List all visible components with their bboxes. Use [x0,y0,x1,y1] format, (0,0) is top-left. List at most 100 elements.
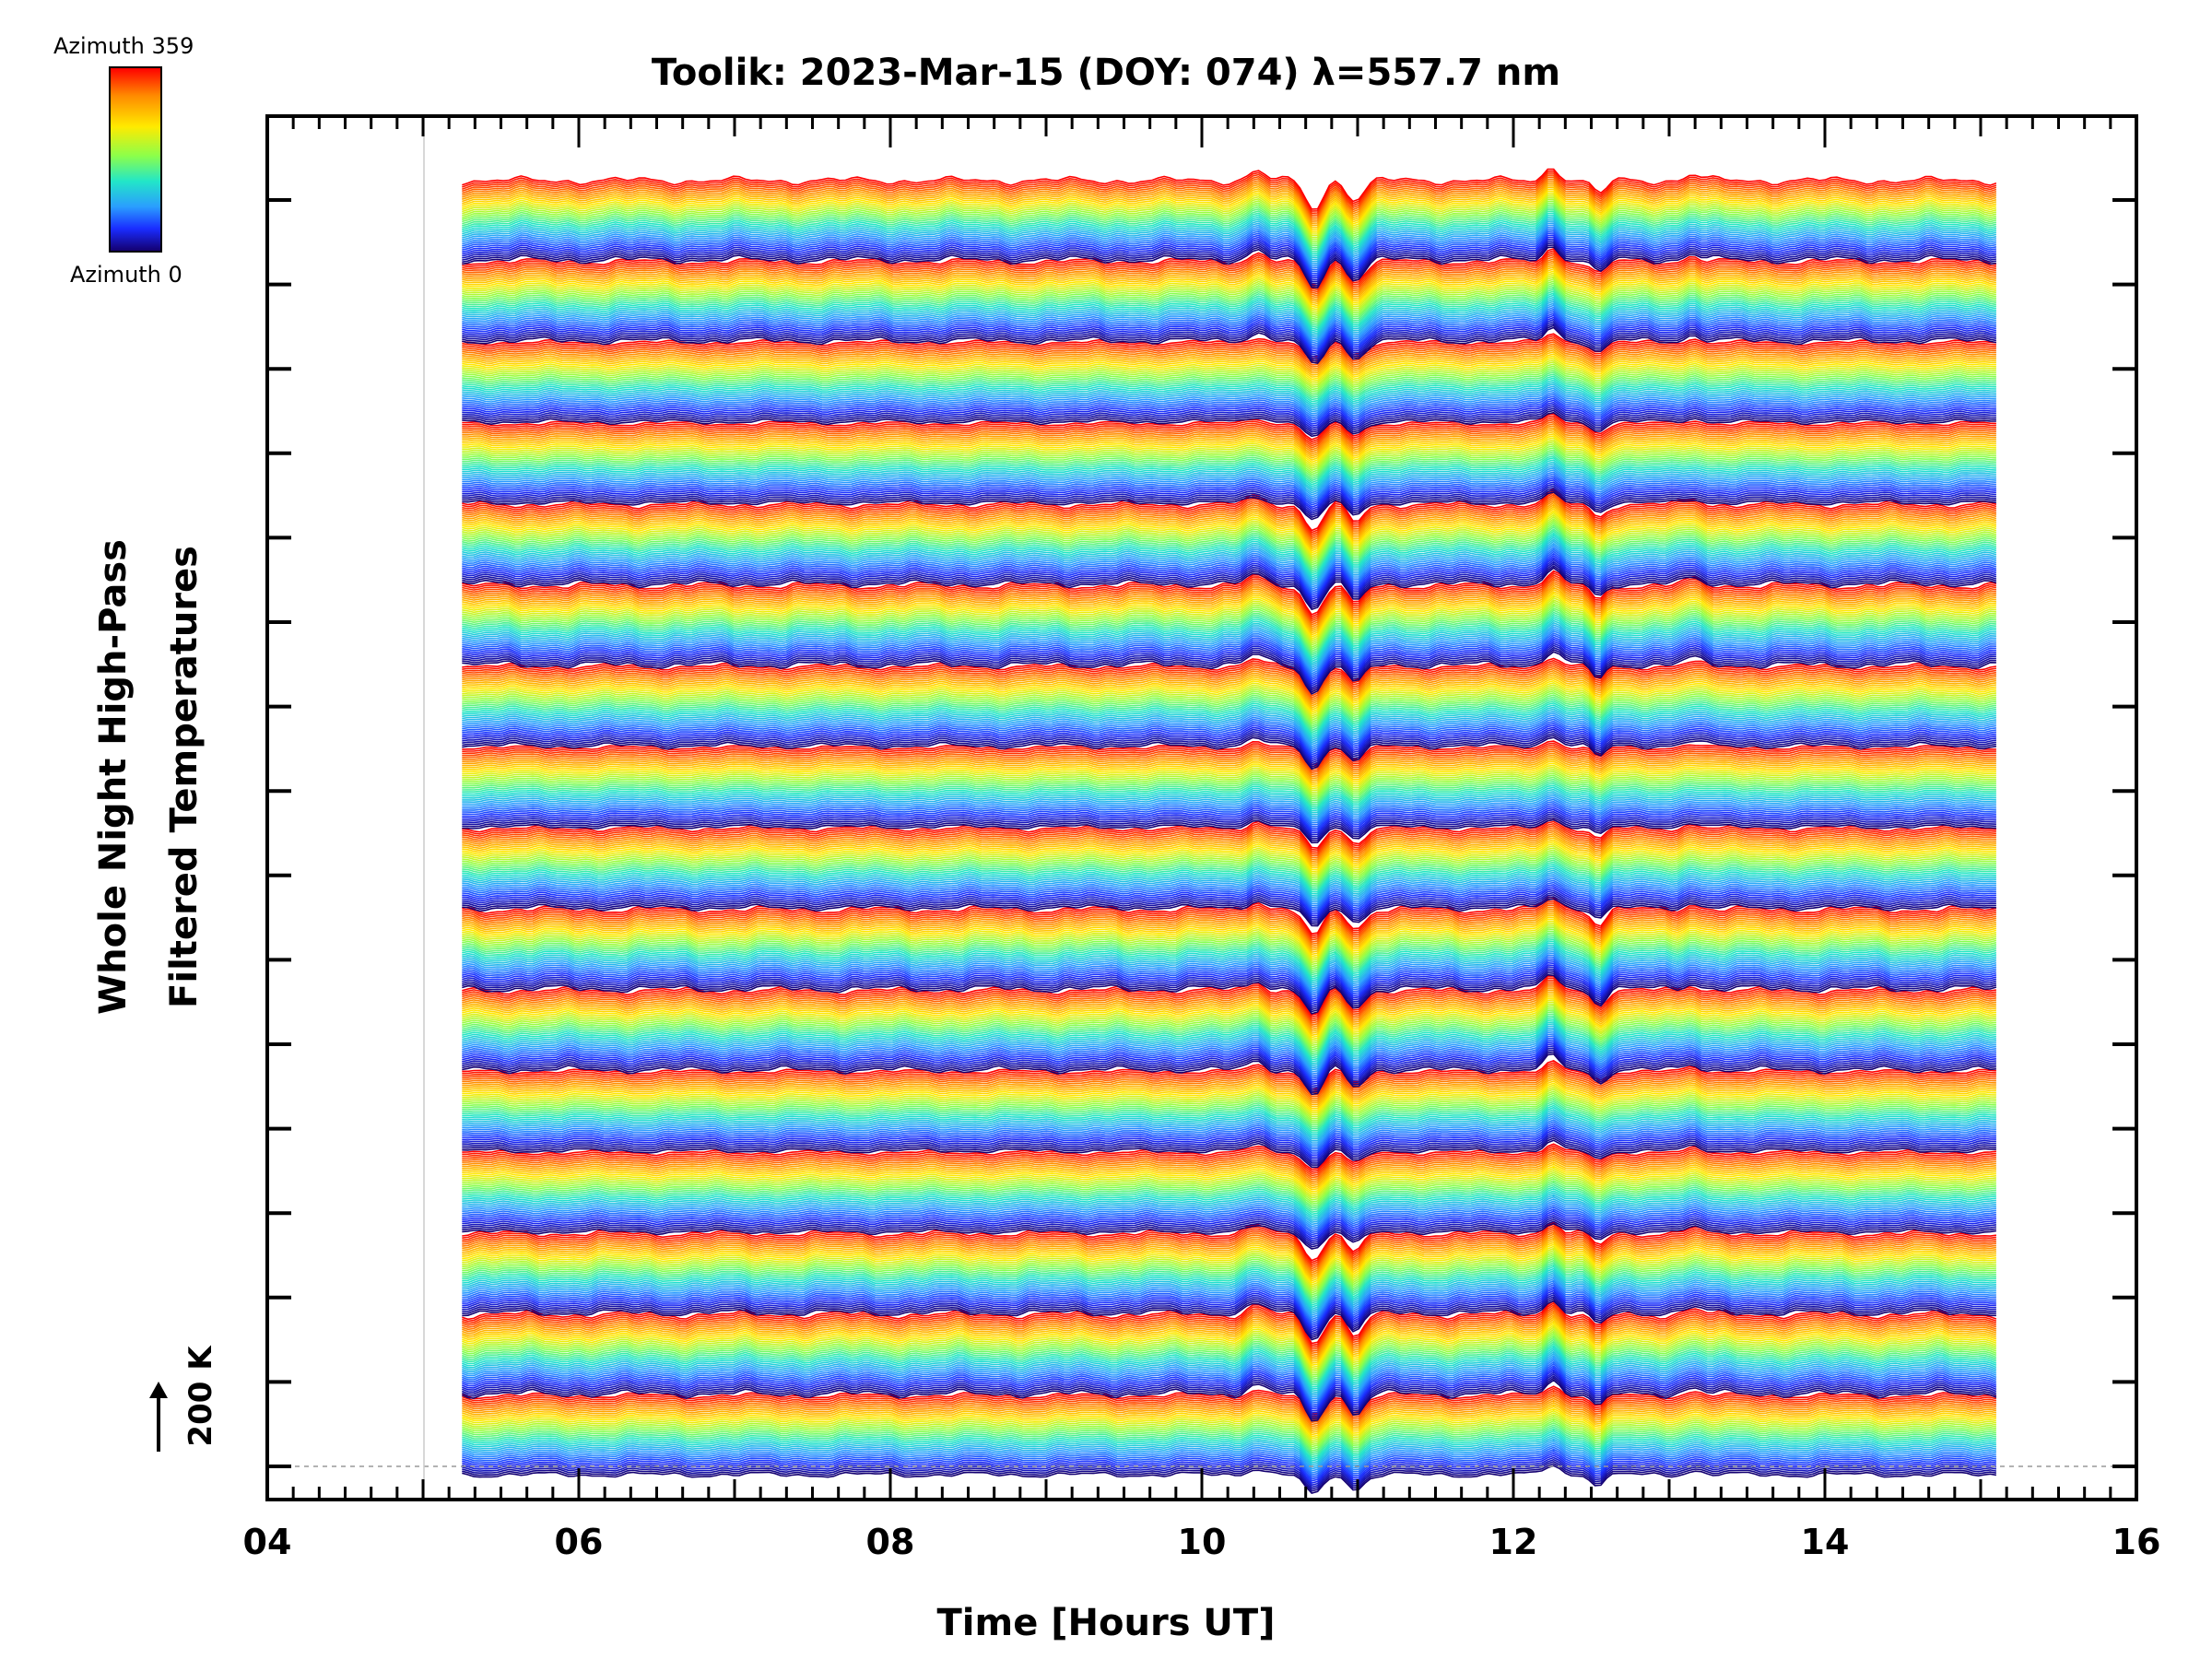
azimuth-trace [462,624,1996,669]
azimuth-trace [462,873,1996,903]
azimuth-trace [462,447,1996,476]
azimuth-trace [462,954,1997,994]
azimuth-trace [462,634,1996,679]
azimuth-trace [462,359,1996,384]
azimuth-trace [462,1027,1996,1069]
azimuth-trace [462,1147,1996,1175]
azimuth-trace [462,672,1997,705]
azimuth-trace [462,1111,1996,1140]
azimuth-trace [462,1253,1996,1294]
azimuth-trace [462,818,1996,844]
azimuth-trace [462,244,1997,287]
azimuth-trace [462,385,1996,411]
azimuth-trace [462,218,1997,261]
azimuth-trace [461,1369,1997,1412]
azimuth-trace [462,837,1996,867]
azimuth-trace [462,664,1997,697]
azimuth-trace [462,1218,1997,1246]
azimuth-trace [462,865,1996,895]
azimuth-trace [462,626,1996,671]
azimuth-trace [462,253,1997,293]
azimuth-trace [462,1088,1996,1118]
azimuth-trace [462,475,1996,504]
azimuth-trace [461,1379,1997,1422]
azimuth-trace [462,397,1996,423]
azimuth-trace [462,977,1997,1018]
azimuth-trace [462,348,1996,374]
azimuth-trace [462,855,1996,885]
azimuth-trace [462,200,1997,242]
azimuth-trace [462,555,1997,598]
azimuth-trace [462,1336,1997,1381]
azimuth-trace [462,513,1997,559]
azimuth-trace [462,202,1997,244]
azimuth-trace [462,379,1996,405]
azimuth-trace [462,594,1996,641]
azimuth-trace [462,1306,1997,1350]
azimuth-trace [462,893,1996,924]
azimuth-trace [462,667,1997,701]
x-tick-label: 14 [1801,1522,1850,1562]
azimuth-trace [462,196,1997,239]
azimuth-trace [462,296,1997,335]
azimuth-trace [462,961,1997,1003]
azimuth-trace [462,1195,1996,1224]
azimuth-trace [462,825,1996,855]
x-tick-label: 10 [1178,1522,1227,1562]
azimuth-trace [462,1030,1996,1073]
azimuth-trace [462,1225,1996,1265]
azimuth-trace [462,335,1996,360]
azimuth-trace [462,1293,1996,1335]
azimuth-trace [462,1223,1997,1264]
azimuth-trace [462,914,1997,953]
azimuth-trace [462,1155,1996,1182]
azimuth-trace [462,389,1996,415]
azimuth-trace [462,849,1996,879]
azimuth-trace [462,827,1996,857]
azimuth-trace [462,229,1997,273]
azimuth-trace [462,676,1997,710]
azimuth-trace [462,740,1996,766]
azimuth-trace [462,1033,1996,1076]
azimuth-trace [462,512,1997,556]
azimuth-trace [462,835,1996,865]
azimuth-trace [462,1255,1996,1297]
azimuth-trace [462,1406,1997,1436]
azimuth-trace [462,857,1996,888]
azimuth-trace [462,1039,1996,1081]
azimuth-trace [462,964,1997,1005]
azimuth-trace [462,559,1997,603]
azimuth-trace [462,959,1997,1001]
azimuth-trace [462,732,1997,766]
azimuth-trace [462,532,1997,576]
azimuth-trace [462,616,1996,661]
azimuth-trace [462,184,1997,227]
azimuth-trace [462,1233,1996,1274]
azimuth-trace [462,485,1996,514]
azimuth-trace [462,813,1996,838]
azimuth-trace [462,644,1996,689]
azimuth-trace [462,744,1996,770]
azimuth-trace [462,1183,1996,1211]
azimuth-trace [462,1023,1996,1065]
azimuth-trace [462,1237,1996,1278]
azimuth-trace [462,487,1996,516]
azimuth-trace [462,1313,1997,1359]
azimuth-trace [462,401,1996,428]
azimuth-trace [462,473,1996,502]
azimuth-trace [462,1102,1996,1132]
azimuth-trace [462,704,1997,737]
azimuth-trace [462,781,1996,806]
azimuth-trace [462,518,1997,562]
azimuth-trace [462,465,1996,494]
azimuth-trace [462,718,1997,752]
azimuth-trace [462,1221,1997,1262]
azimuth-trace [462,1265,1996,1307]
azimuth-trace [462,1387,1997,1418]
azimuth-trace [462,377,1996,403]
azimuth-trace [462,1438,1997,1468]
azimuth-trace [462,188,1997,230]
azimuth-trace [462,973,1997,1015]
azimuth-trace [462,677,1997,712]
x-tick-label: 12 [1489,1522,1538,1562]
